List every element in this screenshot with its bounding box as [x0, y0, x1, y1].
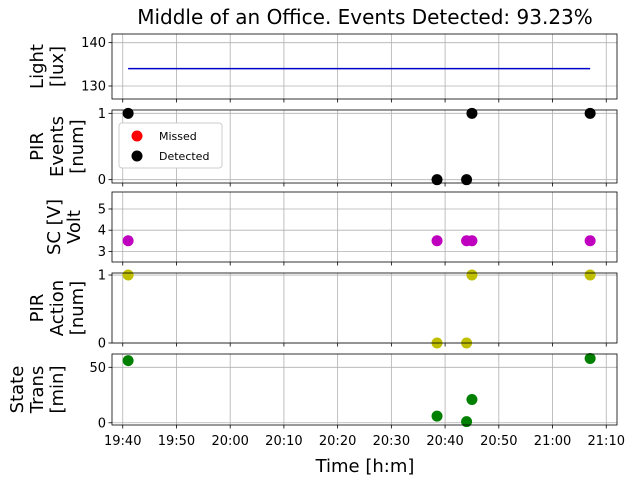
- y-axis-label: StateTrans[min]: [7, 366, 68, 415]
- data-point: [431, 410, 443, 422]
- x-tick-label: 21:00: [534, 434, 571, 449]
- y-tick-label: 140: [81, 36, 106, 51]
- data-point: [431, 235, 443, 247]
- x-tick-label: 19:50: [158, 434, 195, 449]
- x-tick-label: 20:20: [319, 434, 356, 449]
- axes-frame: [111, 33, 618, 100]
- axes-frame: [111, 272, 618, 344]
- legend-marker: [131, 130, 143, 142]
- y-tick-label: 3: [98, 245, 106, 260]
- legend-box: [118, 122, 223, 169]
- legend-marker: [131, 150, 143, 162]
- x-tick-label: 20:10: [265, 434, 302, 449]
- data-point: [584, 269, 596, 281]
- y-tick-label: 0: [98, 173, 106, 188]
- data-point: [431, 174, 443, 186]
- y-axis-label: PIREvents[num]: [27, 116, 88, 177]
- y-tick-label: 0: [98, 416, 106, 431]
- data-point: [461, 416, 473, 428]
- data-point: [122, 355, 134, 367]
- data-point: [466, 235, 478, 247]
- data-point: [461, 174, 473, 186]
- panel-sc_volt: 3 4 5 SC [V]Volt: [44, 191, 618, 266]
- axes-frame: [111, 353, 618, 426]
- legend: Missed Detected: [118, 122, 223, 169]
- y-tick-label: 1: [98, 107, 106, 122]
- data-point: [466, 107, 478, 119]
- y-tick-label: 50: [89, 361, 106, 376]
- panel-pir_action: 0 1 PIRAction[num]: [27, 269, 618, 352]
- data-point: [122, 107, 134, 119]
- y-axis-label: PIRAction[num]: [27, 280, 88, 336]
- x-tick-label: 20:30: [373, 434, 410, 449]
- axes-frame: [111, 109, 618, 184]
- legend-label: Missed: [159, 130, 197, 143]
- panel-light: 130 140 Light[lux]: [27, 33, 618, 103]
- data-point: [122, 235, 134, 247]
- y-tick-label: 130: [81, 80, 106, 95]
- axes-frame: [111, 191, 618, 263]
- chart-title: Middle of an Office. Events Detected: 93…: [137, 5, 593, 29]
- x-tick-label: 20:40: [426, 434, 463, 449]
- panel-pir_events: 0 1 Missed Detected PIREvents[num]: [27, 107, 618, 188]
- y-axis-label: Light[lux]: [27, 44, 68, 89]
- panels: 130140Light[lux]01MissedDetectedPIREvent…: [7, 33, 618, 431]
- data-point: [122, 269, 134, 281]
- data-point: [584, 107, 596, 119]
- y-tick-label: 1: [98, 269, 106, 284]
- data-point: [584, 352, 596, 364]
- y-tick-label: 0: [98, 337, 106, 352]
- y-tick-label: 5: [98, 202, 106, 217]
- y-axis-label: SC [V]Volt: [44, 199, 85, 255]
- data-point: [584, 235, 596, 247]
- x-tick-label: 21:10: [588, 434, 625, 449]
- data-point: [466, 393, 478, 405]
- panel-state_trans: 0 50 StateTrans[min]: [7, 352, 618, 431]
- x-tick-label: 20:50: [480, 434, 517, 449]
- legend-label: Detected: [159, 150, 209, 163]
- y-tick-label: 4: [98, 224, 106, 239]
- data-point: [466, 269, 478, 281]
- x-ticks: 19:40 19:50 20:00 20:10 20:20 20:30 20:40 20:50…: [104, 434, 625, 449]
- x-tick-label: 19:40: [104, 434, 141, 449]
- x-tick-label: 20:00: [211, 434, 248, 449]
- x-axis-label: Time [h:m]: [315, 456, 415, 477]
